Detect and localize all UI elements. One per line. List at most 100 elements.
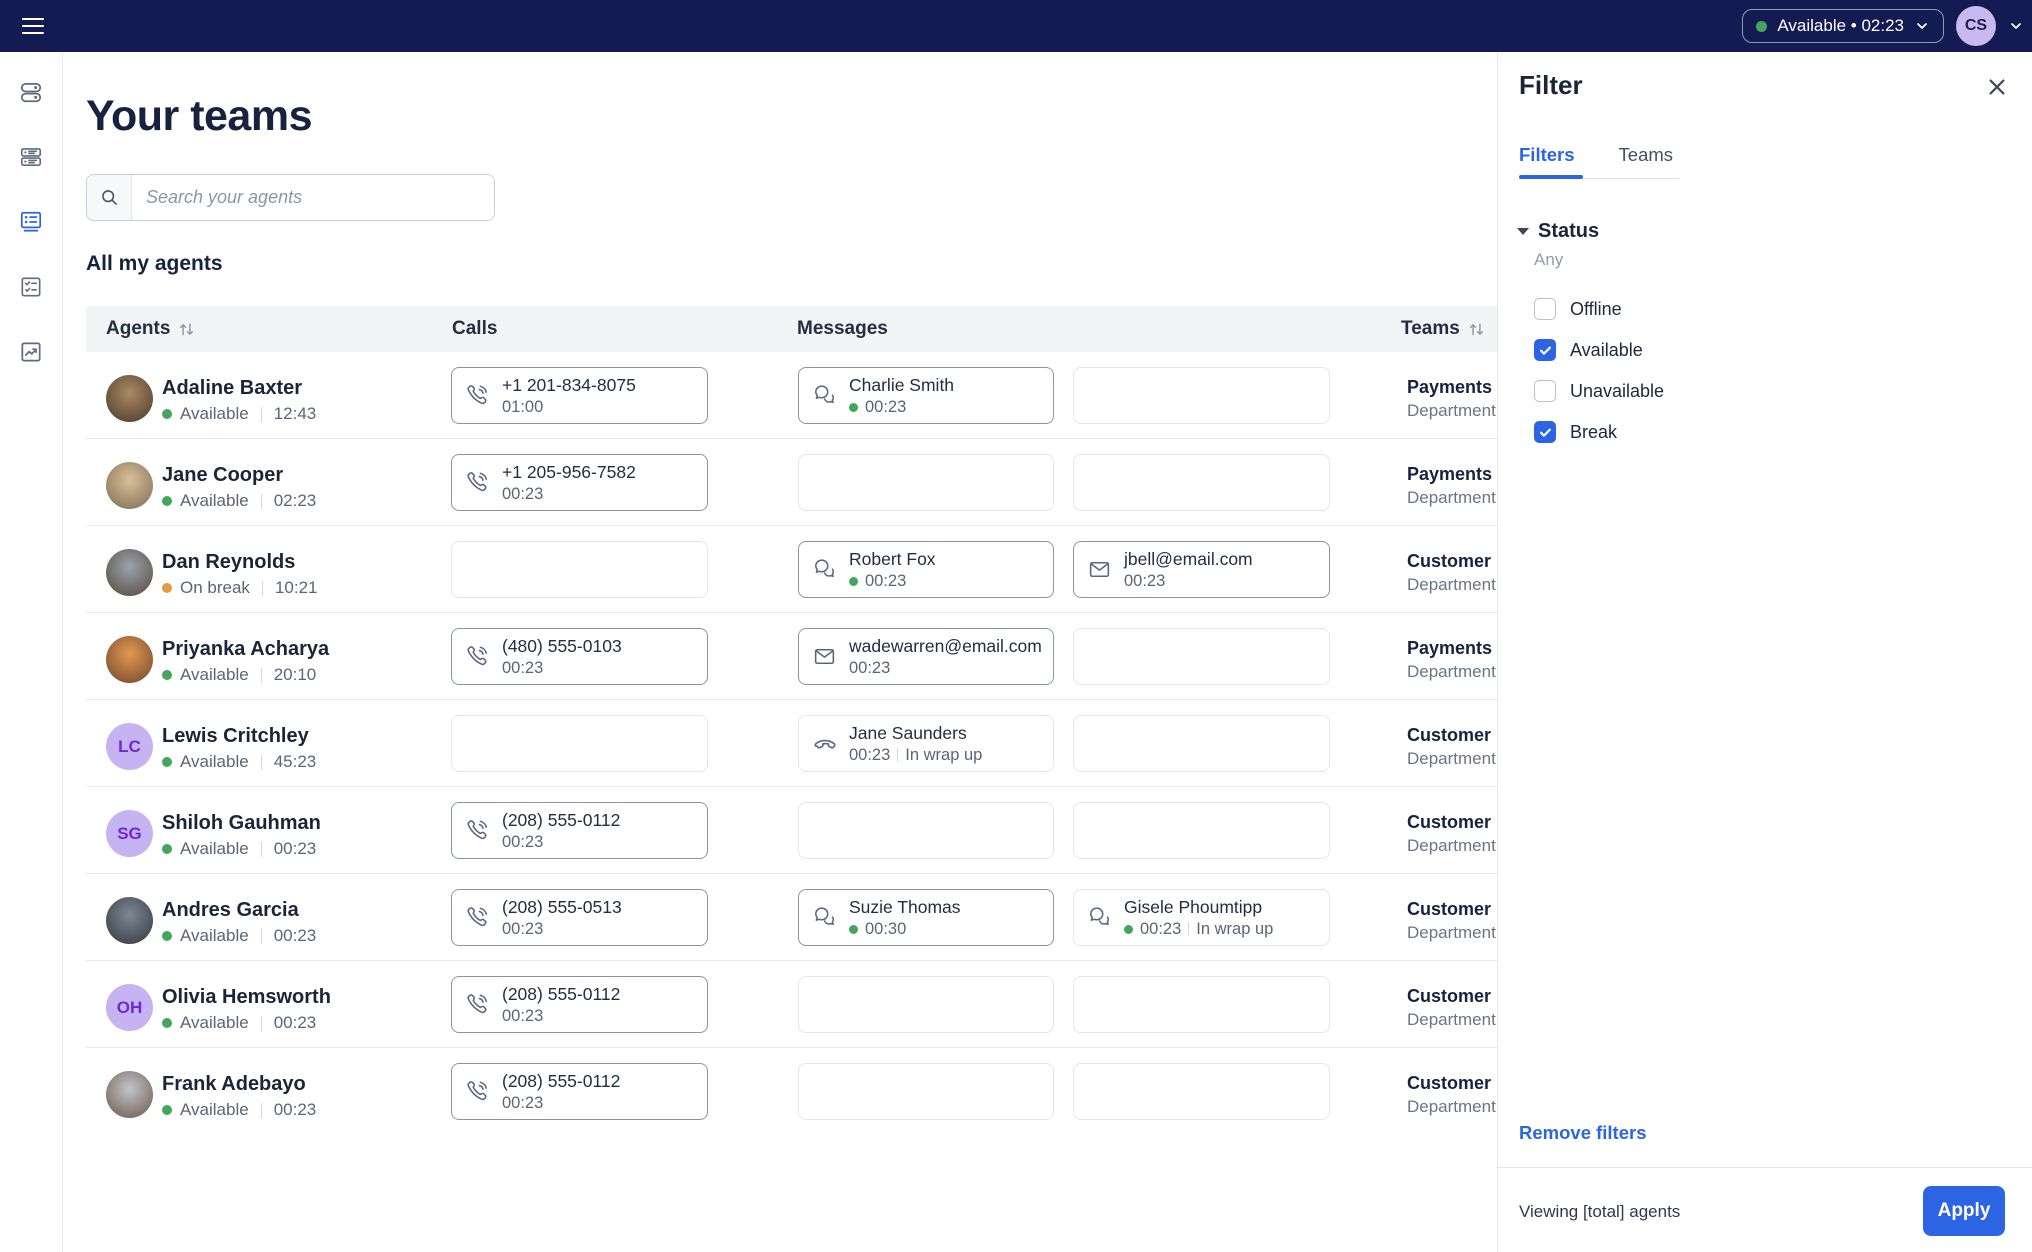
tasks-icon — [21, 277, 41, 297]
close-icon[interactable] — [1986, 76, 2008, 98]
user-status-dropdown[interactable]: Available • 02:23 — [1742, 9, 1944, 43]
team-cell: Customer Department — [1407, 1073, 1496, 1117]
status-divider — [260, 1102, 262, 1118]
agent-status: Available 20:10 — [162, 665, 316, 685]
card-meta: 00:23 — [1124, 571, 1166, 590]
avatar — [106, 897, 153, 944]
call-card[interactable]: +1 201-834-8075 01:00 — [451, 367, 708, 424]
checkbox[interactable] — [1534, 298, 1556, 320]
call-card[interactable]: (208) 555-0112 00:23 — [451, 976, 708, 1033]
call-card[interactable]: (208) 555-0112 00:23 — [451, 1063, 708, 1120]
team-cell: Customer Department — [1407, 899, 1496, 943]
message-card[interactable]: Robert Fox 00:23 — [798, 541, 1054, 598]
message-card[interactable]: wadewarren@email.com 00:23 — [798, 628, 1054, 685]
status-section-toggle[interactable]: Status — [1517, 220, 1599, 243]
calls-cell — [451, 715, 708, 772]
messages-cell-1 — [798, 454, 1054, 511]
card-meta: 00:23 In wrap up — [849, 745, 983, 764]
checkbox[interactable] — [1534, 339, 1556, 361]
card-title: (208) 555-0112 — [502, 983, 621, 1004]
messages-cell-2 — [1073, 715, 1330, 772]
sidebar-item-toggles[interactable] — [11, 72, 51, 112]
messages-cell-2 — [1073, 802, 1330, 859]
table-row: Jane Cooper Available 02:23 +1 205-956-7… — [86, 439, 2032, 526]
avatar — [106, 1071, 153, 1118]
search-input[interactable] — [132, 175, 494, 220]
card-title: (208) 555-0112 — [502, 809, 621, 830]
sidebar-item-tasks[interactable] — [11, 267, 51, 307]
tab-filters[interactable]: Filters — [1519, 144, 1575, 165]
filter-panel-title: Filter — [1519, 70, 1583, 100]
checkbox-offline[interactable]: Offline — [1534, 298, 1664, 320]
agent-name: Dan Reynolds — [162, 551, 296, 573]
calls-cell: +1 201-834-8075 01:00 — [451, 367, 708, 424]
remove-filters-link[interactable]: Remove filters — [1519, 1122, 1647, 1143]
empty-slot — [451, 541, 708, 598]
status-time: 00:23 — [273, 926, 317, 945]
call-card[interactable]: (208) 555-0513 00:23 — [451, 889, 708, 946]
active-dot-icon — [849, 924, 858, 934]
queues-icon — [20, 148, 42, 166]
user-avatar[interactable]: CS — [1956, 6, 1996, 46]
messages-cell-1 — [798, 802, 1054, 859]
chat-icon — [811, 905, 838, 931]
apply-button[interactable]: Apply — [1923, 1186, 2005, 1236]
checkbox[interactable] — [1534, 380, 1556, 402]
top-bar: Available • 02:23 CS — [0, 0, 2032, 52]
team-cell: Customer Department — [1407, 986, 1496, 1030]
sidebar-item-agents[interactable] — [11, 202, 51, 242]
hamburger-menu-icon[interactable] — [22, 18, 44, 34]
messages-cell-1 — [798, 976, 1054, 1033]
message-card[interactable]: Jane Saunders 00:23 In wrap up — [798, 715, 1054, 772]
calls-cell: (208) 555-0112 00:23 — [451, 1063, 708, 1120]
agents-rows: Adaline Baxter Available 12:43 +1 201-83… — [86, 352, 2032, 1135]
status-dot-icon — [162, 844, 172, 854]
agent-name: Priyanka Acharya — [162, 638, 330, 660]
call-card[interactable]: (480) 555-0103 00:23 — [451, 628, 708, 685]
status-dot-icon — [162, 1018, 172, 1028]
status-divider — [261, 580, 263, 596]
message-card[interactable]: Suzie Thomas 00:30 — [798, 889, 1054, 946]
status-label: Available — [180, 491, 249, 510]
message-card[interactable]: Charlie Smith 00:23 — [798, 367, 1054, 424]
status-time: 02:23 — [273, 491, 317, 510]
phone-icon — [464, 470, 491, 495]
card-title: (208) 555-0513 — [502, 896, 622, 917]
card-meta: 00:23 — [502, 1006, 544, 1025]
status-label: Available — [180, 665, 249, 684]
column-header-teams[interactable]: Teams — [1401, 318, 1485, 340]
team-subtitle: Department — [1407, 401, 1496, 420]
agent-status: Available 00:23 — [162, 1013, 316, 1033]
checkbox-unavailable[interactable]: Unavailable — [1534, 380, 1664, 402]
team-name: Customer — [1407, 812, 1492, 832]
agent-name: Adaline Baxter — [162, 377, 303, 399]
account-chevron-down-icon[interactable] — [2008, 18, 2024, 34]
agent-name: Andres Garcia — [162, 899, 299, 921]
phone-icon — [464, 818, 491, 843]
messages-cell-2 — [1073, 367, 1330, 424]
checkbox[interactable] — [1534, 421, 1556, 443]
handset-icon — [811, 731, 838, 757]
checkbox-available[interactable]: Available — [1534, 339, 1664, 361]
card-meta: 00:23 — [502, 484, 544, 503]
column-header-agents[interactable]: Agents — [106, 318, 195, 340]
message-card[interactable]: jbell@email.com 00:23 — [1073, 541, 1330, 598]
agent-status: On break 10:21 — [162, 578, 317, 598]
caret-down-icon — [1517, 228, 1529, 235]
status-time: 00:23 — [273, 1100, 317, 1119]
sidebar-item-queues[interactable] — [11, 137, 51, 177]
avatar: LC — [106, 723, 153, 770]
status-label: Available — [180, 926, 249, 945]
call-card[interactable]: +1 205-956-7582 00:23 — [451, 454, 708, 511]
empty-slot — [1073, 628, 1330, 685]
team-subtitle: Department — [1407, 1097, 1496, 1116]
message-card[interactable]: Gisele Phoumtipp 00:23 In wrap up — [1073, 889, 1330, 946]
team-name: Customer — [1407, 899, 1492, 919]
tab-teams[interactable]: Teams — [1618, 144, 1674, 165]
phone-icon — [464, 644, 491, 669]
sidebar-item-reports[interactable] — [11, 332, 51, 372]
checkbox-break[interactable]: Break — [1534, 421, 1664, 443]
call-card[interactable]: (208) 555-0112 00:23 — [451, 802, 708, 859]
status-dot-icon — [1756, 20, 1768, 32]
messages-cell-2 — [1073, 454, 1330, 511]
